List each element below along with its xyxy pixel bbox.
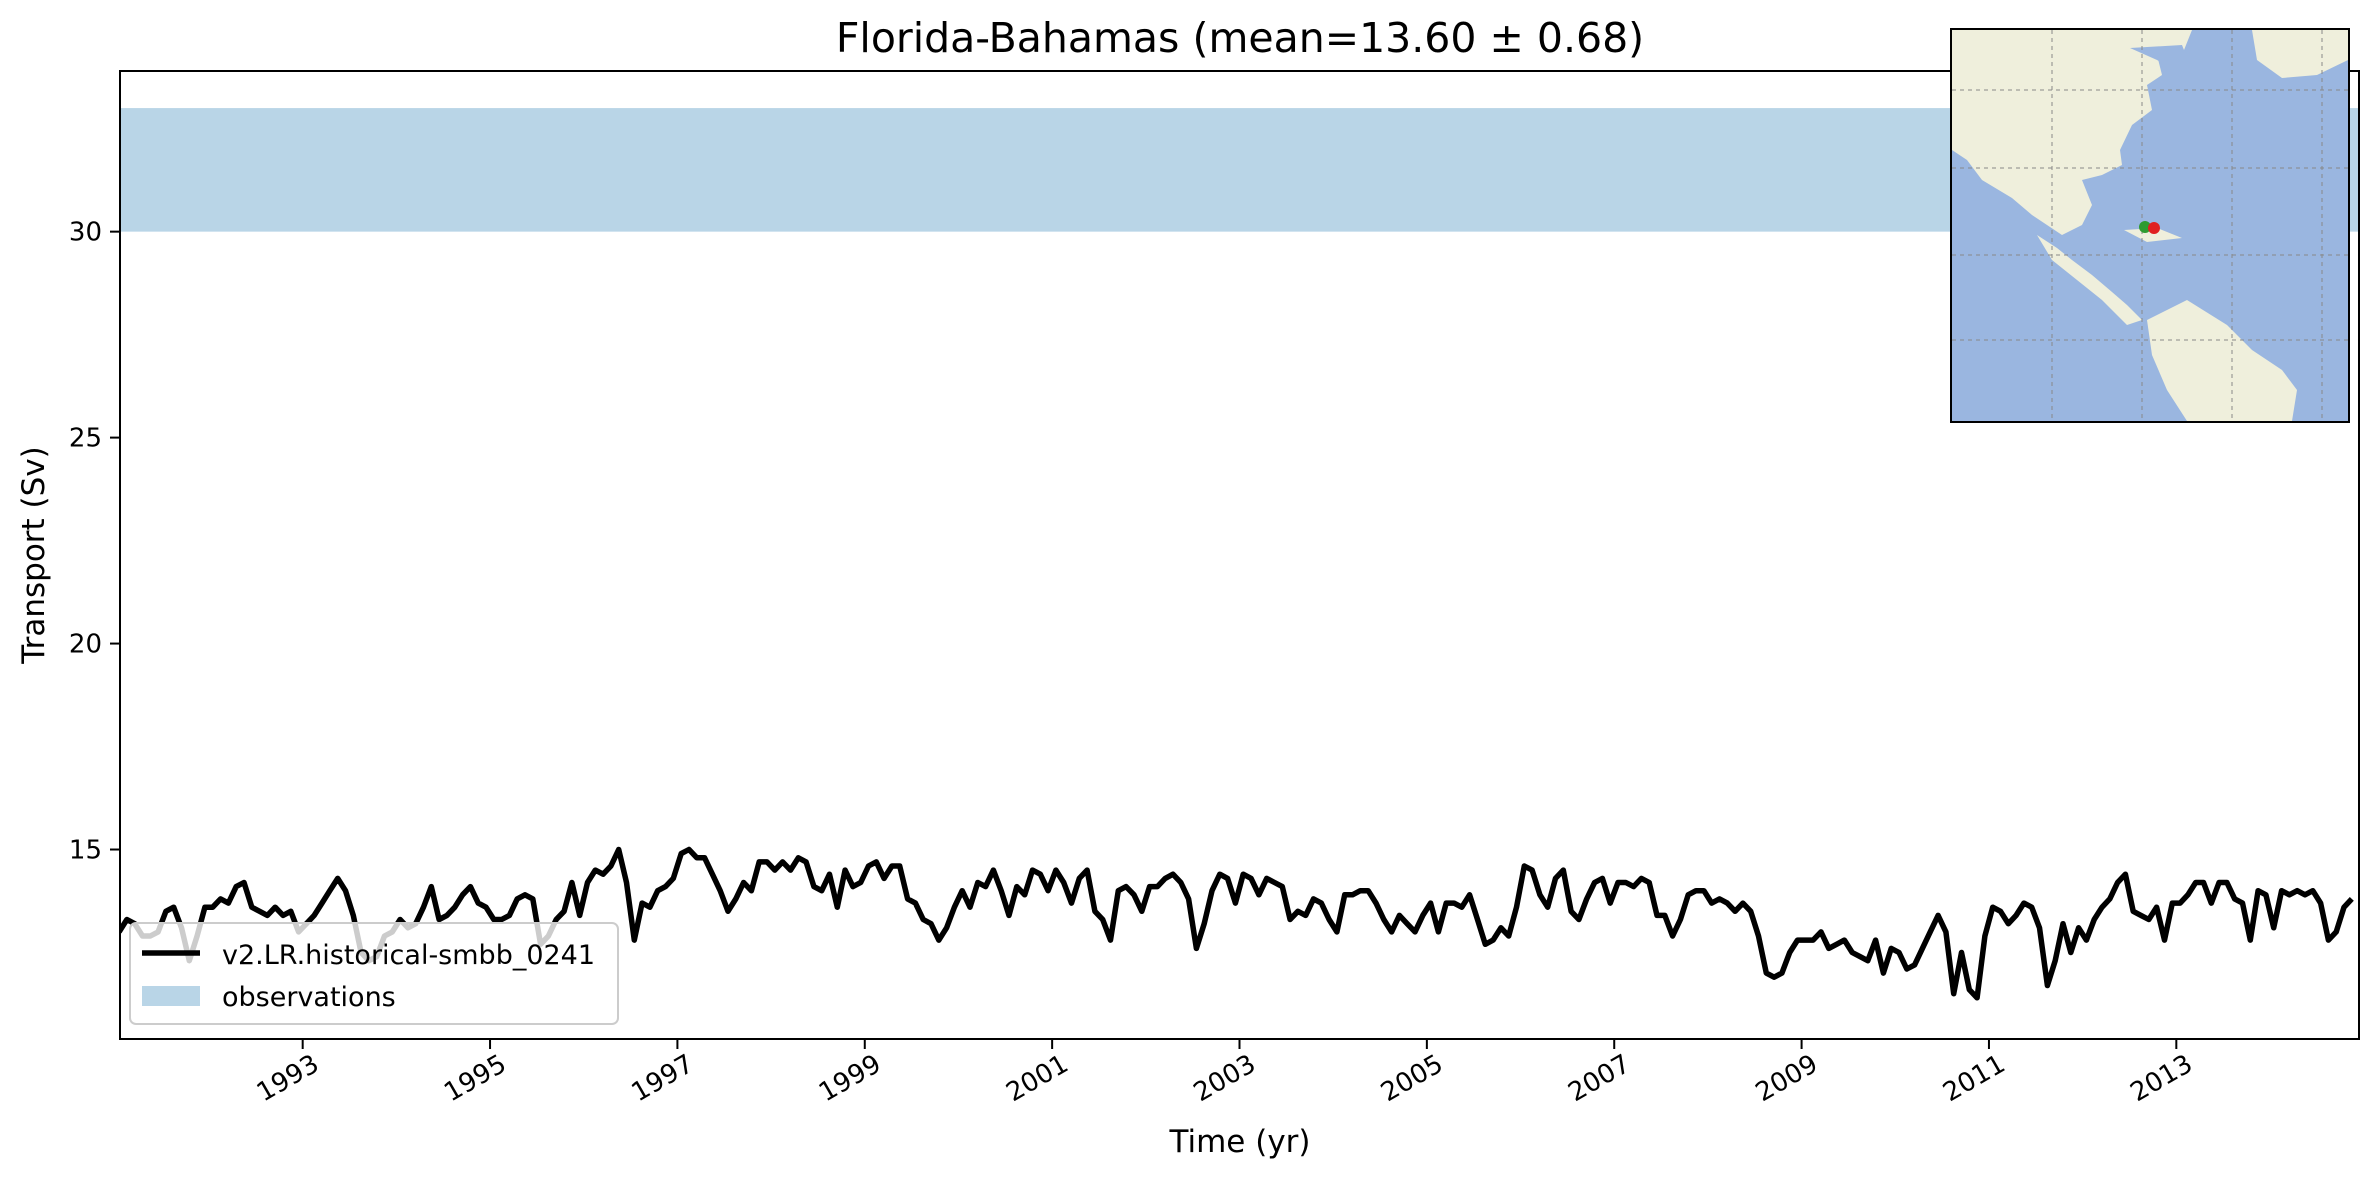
world-map bbox=[1952, 30, 2348, 421]
location-map-inset bbox=[1950, 28, 2350, 423]
x-axis: 1993 1995 1997 1999 2001 2003 2005 2007 2009 2011… bbox=[252, 1039, 2198, 1108]
y-tick-label: 30 bbox=[69, 218, 102, 248]
y-tick-label: 20 bbox=[69, 630, 102, 660]
y-tick-label: 15 bbox=[69, 836, 102, 866]
chart-title: Florida-Bahamas (mean=13.60 ± 0.68) bbox=[836, 14, 1644, 62]
x-tick-label: 2009 bbox=[1751, 1049, 1823, 1108]
x-tick-label: 1995 bbox=[439, 1049, 511, 1108]
land bbox=[1952, 30, 2348, 421]
x-tick-label: 2003 bbox=[1189, 1049, 1261, 1108]
x-tick-label: 2011 bbox=[1938, 1049, 2010, 1108]
x-tick-label: 2013 bbox=[2126, 1049, 2198, 1108]
legend: v2.LR.historical-smbb_0241 observations bbox=[129, 922, 619, 1025]
section-start-marker bbox=[2139, 221, 2151, 233]
legend-series-label: v2.LR.historical-smbb_0241 bbox=[222, 940, 595, 971]
x-tick-label: 2007 bbox=[1563, 1049, 1635, 1108]
legend-box bbox=[129, 922, 619, 1025]
x-tick-label: 1999 bbox=[814, 1049, 886, 1108]
y-tick-label: 25 bbox=[69, 424, 102, 454]
legend-observations-swatch bbox=[142, 986, 200, 1006]
legend-observations-label: observations bbox=[222, 982, 396, 1013]
y-axis-label: Transport (Sv) bbox=[16, 446, 52, 665]
series-line bbox=[120, 846, 2354, 1001]
x-tick-label: 2001 bbox=[1001, 1049, 1073, 1108]
x-tick-label: 1993 bbox=[252, 1049, 324, 1108]
x-axis-label: Time (yr) bbox=[1169, 1124, 1311, 1160]
section-end-marker bbox=[2148, 222, 2160, 234]
x-tick-label: 2005 bbox=[1376, 1049, 1448, 1108]
x-tick-label: 1997 bbox=[627, 1049, 699, 1108]
y-axis: 15 20 25 30 bbox=[69, 218, 120, 866]
